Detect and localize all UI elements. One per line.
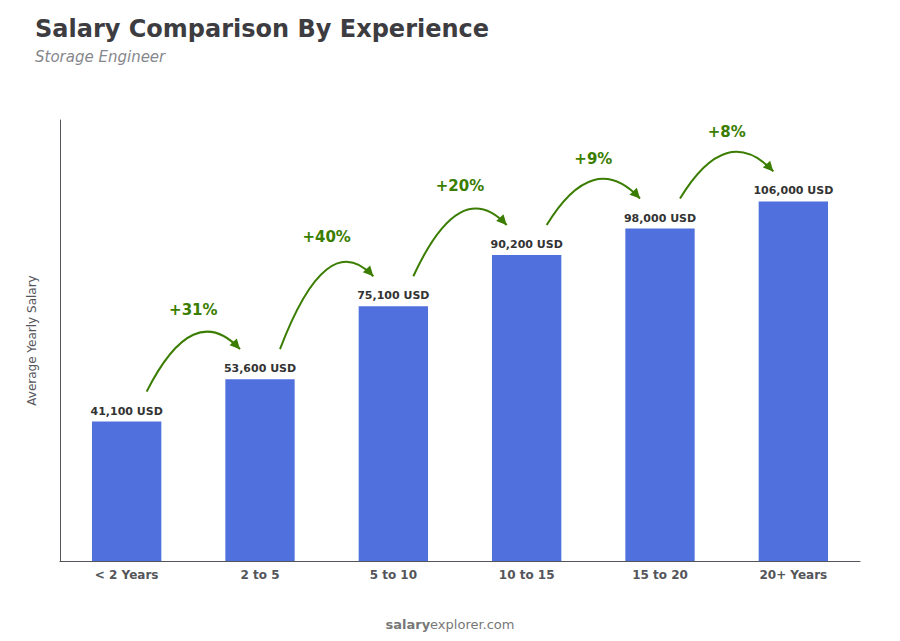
svg-text:+20%: +20% [436,177,484,195]
svg-text:Storage Engineer: Storage Engineer [35,48,166,66]
svg-text:90,200 USD: 90,200 USD [491,238,563,251]
svg-text:20+ Years: 20+ Years [759,568,827,582]
svg-text:15 to 20: 15 to 20 [632,568,688,582]
svg-text:+9%: +9% [574,150,612,168]
svg-text:5 to 10: 5 to 10 [370,568,417,582]
svg-text:explorer.com: explorer.com [430,617,514,632]
svg-text:41,100 USD: 41,100 USD [91,405,163,418]
svg-text:+31%: +31% [169,301,217,319]
svg-text:75,100 USD: 75,100 USD [357,289,429,302]
svg-text:Average Yearly Salary: Average Yearly Salary [25,275,39,405]
svg-text:salary: salary [385,617,430,632]
svg-text:Salary Comparison By Experienc: Salary Comparison By Experience [35,15,489,43]
svg-text:53,600 USD: 53,600 USD [224,362,296,375]
svg-text:2 to 5: 2 to 5 [240,568,279,582]
svg-text:+8%: +8% [708,123,746,141]
svg-text:+40%: +40% [302,228,350,246]
svg-text:< 2 Years: < 2 Years [95,568,159,582]
svg-text:98,000 USD: 98,000 USD [624,212,696,225]
svg-text:10 to 15: 10 to 15 [499,568,555,582]
svg-text:106,000 USD: 106,000 USD [753,184,833,197]
